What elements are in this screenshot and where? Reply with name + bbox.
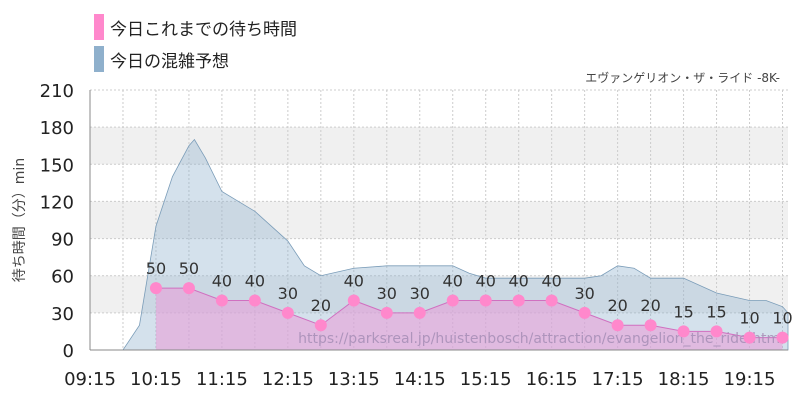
actual-point (347, 294, 360, 307)
x-tick-label: 13:15 (328, 369, 380, 390)
actual-data-label: 40 (245, 271, 265, 290)
actual-point (380, 306, 393, 319)
actual-data-label: 30 (278, 284, 298, 303)
x-tick-label: 09:15 (64, 369, 116, 390)
actual-area (155, 288, 783, 350)
actual-point (743, 331, 756, 344)
y-tick-label: 0 (63, 341, 74, 362)
actual-data-label: 40 (212, 271, 232, 290)
actual-data-label: 10 (772, 309, 792, 328)
actual-point (479, 294, 492, 307)
y-tick-label: 120 (40, 192, 74, 213)
actual-point (578, 306, 591, 319)
actual-data-label: 50 (179, 259, 199, 278)
legend-actual-label: 今日これまでの待ち時間 (110, 19, 297, 40)
actual-point (677, 325, 690, 338)
x-tick-label: 17:15 (592, 369, 644, 390)
y-tick-label: 210 (40, 81, 74, 102)
legend-actual: 今日これまでの待ち時間 (94, 14, 297, 40)
actual-data-label: 15 (706, 302, 726, 321)
actual-data-label: 40 (443, 271, 463, 290)
actual-data-label: 50 (146, 259, 166, 278)
actual-point (644, 319, 657, 332)
actual-point (776, 331, 789, 344)
legend-forecast: 今日の混雑予想 (94, 46, 229, 72)
y-tick-label: 30 (51, 304, 74, 325)
actual-point (512, 294, 525, 307)
forecast-area (90, 138, 789, 351)
actual-data-label: 40 (509, 271, 529, 290)
legend-forecast-label: 今日の混雑予想 (110, 51, 229, 72)
x-tick-label: 15:15 (460, 369, 512, 390)
actual-data-label: 15 (673, 302, 693, 321)
actual-data-label: 40 (476, 271, 496, 290)
actual-point (413, 306, 426, 319)
legend-actual-swatch (94, 14, 104, 40)
actual-point (446, 294, 459, 307)
chart-subtitle: エヴァンゲリオン・ザ・ライド -8K- (585, 71, 780, 85)
actual-point (182, 282, 195, 295)
y-tick-label: 180 (40, 118, 74, 139)
x-tick-label: 14:15 (394, 369, 446, 390)
legend-forecast-swatch (94, 46, 104, 72)
watermark-url: https://parksreal.jp/huistenbosch/attrac… (298, 331, 784, 347)
actual-point (611, 319, 624, 332)
actual-point (545, 294, 558, 307)
actual-data-label: 30 (377, 284, 397, 303)
actual-point (710, 325, 723, 338)
x-tick-label: 10:15 (130, 369, 182, 390)
y-tick-label: 90 (51, 230, 74, 251)
actual-data-label: 30 (574, 284, 594, 303)
actual-data-label: 20 (640, 296, 660, 315)
actual-data-label: 30 (410, 284, 430, 303)
actual-data-label: 20 (607, 296, 627, 315)
y-tick-label: 60 (51, 267, 74, 288)
grid-band (90, 201, 788, 239)
actual-point (281, 306, 294, 319)
x-tick-label: 11:15 (196, 369, 248, 390)
x-tick-label: 18:15 (658, 369, 710, 390)
actual-data-label: 40 (541, 271, 561, 290)
x-tick-label: 19:15 (724, 369, 776, 390)
x-tick-label: 16:15 (526, 369, 578, 390)
actual-point (314, 319, 327, 332)
actual-data-label: 40 (344, 271, 364, 290)
y-tick-label: 150 (40, 155, 74, 176)
x-tick-label: 12:15 (262, 369, 314, 390)
actual-point (248, 294, 261, 307)
actual-data-label: 10 (739, 309, 759, 328)
y-axis-title: 待ち時間（分）min (12, 158, 28, 282)
actual-point (215, 294, 228, 307)
actual-point (149, 282, 162, 295)
grid-band (90, 127, 788, 165)
actual-data-label: 20 (311, 296, 331, 315)
